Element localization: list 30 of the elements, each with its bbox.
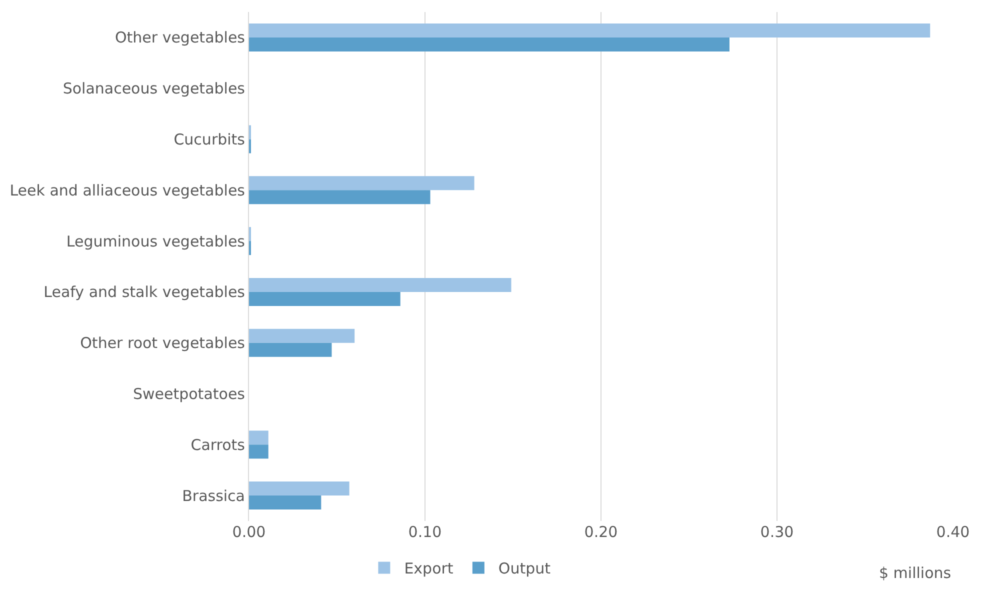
x-tick-label: 0.00: [232, 523, 266, 541]
y-tick-label: Other vegetables: [114, 28, 246, 47]
bar: [249, 292, 400, 306]
bar: [249, 328, 355, 343]
legend-label: Export: [404, 560, 454, 578]
y-tick-label: Leafy and stalk vegetables: [44, 283, 246, 302]
y-tick-label: Carrots: [190, 436, 246, 454]
bar: [249, 37, 730, 52]
y-tick-label: Leguminous vegetables: [66, 232, 246, 250]
y-tick-label: Brassica: [182, 486, 245, 505]
y-tick-label: Other root vegetables: [80, 334, 246, 352]
bar: [249, 278, 512, 292]
x-tick-label: 0.10: [408, 523, 442, 541]
legend-label: Output: [498, 560, 551, 578]
x-tick-label: 0.20: [584, 523, 618, 541]
bar: [249, 496, 322, 510]
bar: [249, 23, 930, 38]
y-tick-label: Leek and alliaceous vegetables: [10, 181, 246, 200]
x-tick-label: 0.40: [936, 523, 970, 541]
bar: [249, 444, 268, 459]
bar: [249, 190, 430, 204]
x-tick-label: 0.30: [760, 523, 794, 541]
bar: [249, 482, 350, 496]
x-axis-title: $ millions: [879, 564, 952, 582]
bar: [249, 176, 474, 190]
bar: [249, 342, 332, 357]
y-tick-label: Solanaceous vegetables: [62, 80, 246, 98]
bar: [249, 430, 268, 445]
y-tick-label: Cucurbits: [174, 130, 246, 148]
y-tick-label: Sweetpotatoes: [132, 385, 246, 403]
